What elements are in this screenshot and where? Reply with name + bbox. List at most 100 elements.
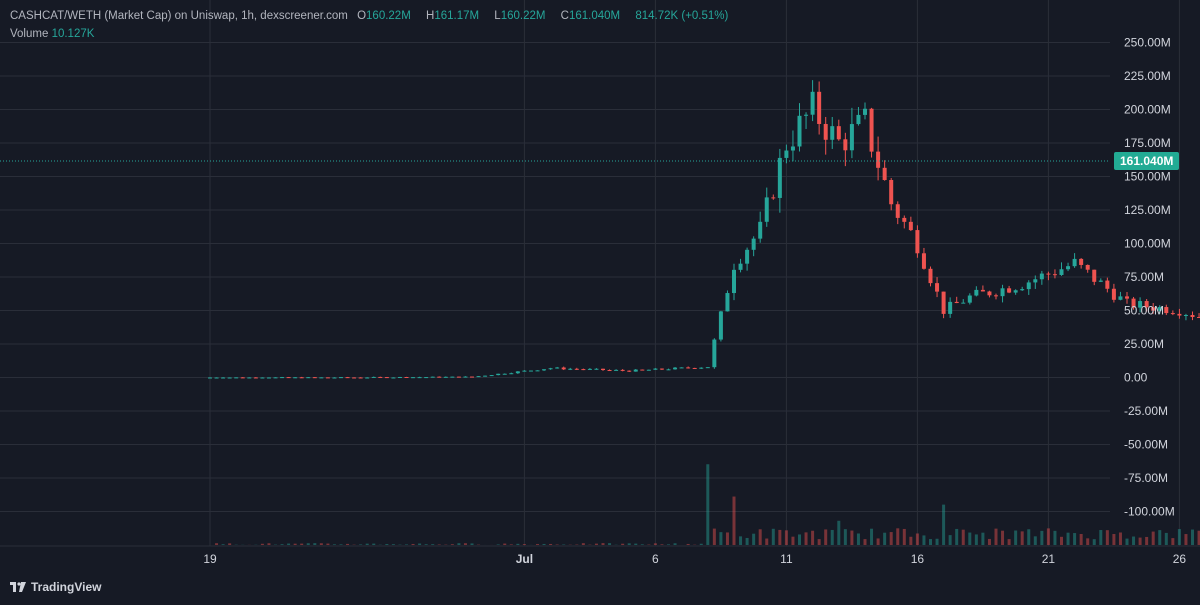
candle-body bbox=[384, 377, 389, 379]
candle-body bbox=[443, 376, 448, 378]
volume-bar bbox=[313, 543, 317, 545]
candle-body bbox=[902, 217, 907, 222]
candle-body bbox=[221, 377, 226, 379]
candle-body bbox=[967, 295, 972, 303]
volume-bar bbox=[725, 532, 729, 545]
candle-body bbox=[456, 376, 461, 378]
volume-bar bbox=[699, 543, 703, 545]
volume-bars bbox=[208, 464, 1200, 545]
candle-body bbox=[555, 367, 560, 369]
candle-body bbox=[1026, 282, 1031, 290]
candle-body bbox=[732, 269, 736, 294]
volume-bar bbox=[326, 543, 330, 545]
volume-label[interactable]: Volume bbox=[10, 28, 49, 40]
candle-body bbox=[856, 114, 861, 125]
y-tick-label: 100.00M bbox=[1124, 237, 1171, 251]
volume-bar bbox=[1092, 539, 1096, 545]
legend-header: CASHCAT/WETH (Market Cap) on Uniswap, 1h… bbox=[10, 10, 734, 22]
volume-bar bbox=[1105, 530, 1109, 545]
candle-body bbox=[745, 249, 750, 264]
candle-body bbox=[994, 295, 998, 297]
x-tick-label: 11 bbox=[780, 552, 793, 566]
volume-bar bbox=[287, 543, 291, 545]
tradingview-logo[interactable]: TradingView bbox=[10, 580, 101, 594]
candle-body bbox=[548, 368, 553, 370]
volume-bar bbox=[1132, 536, 1136, 545]
volume-bar bbox=[856, 533, 860, 545]
candle-body bbox=[751, 238, 756, 250]
volume-bar bbox=[896, 528, 900, 545]
candles bbox=[208, 80, 1200, 379]
volume-bar bbox=[581, 543, 585, 545]
candle-body bbox=[705, 367, 710, 369]
candle-body bbox=[568, 368, 573, 370]
volume-bar bbox=[496, 544, 500, 545]
candle-body bbox=[1157, 307, 1162, 311]
volume-bar bbox=[1040, 530, 1044, 545]
candle-body bbox=[234, 377, 239, 379]
candle-body bbox=[863, 108, 867, 115]
candle-body bbox=[273, 377, 278, 379]
candle-body bbox=[699, 367, 704, 369]
volume-bar bbox=[929, 539, 932, 545]
volume-bar bbox=[752, 533, 756, 545]
open-label: O bbox=[357, 10, 367, 22]
candle-body bbox=[280, 377, 285, 379]
candle-body bbox=[1079, 258, 1084, 265]
volume-bar bbox=[542, 543, 546, 545]
volume-bar bbox=[1184, 534, 1188, 545]
candle-body bbox=[339, 377, 343, 379]
candle-body bbox=[1092, 269, 1097, 282]
candle-body bbox=[961, 302, 966, 304]
candle-body bbox=[404, 376, 409, 378]
volume-bar bbox=[719, 532, 723, 545]
candle-body bbox=[208, 377, 212, 379]
candle-body bbox=[659, 368, 664, 370]
volume-value: 10.127K bbox=[51, 28, 95, 40]
candle-body bbox=[1052, 274, 1057, 276]
candle-body bbox=[240, 377, 245, 379]
candle-body bbox=[980, 289, 985, 292]
y-tick-label: 150.00M bbox=[1124, 170, 1171, 184]
volume-bar bbox=[850, 530, 854, 545]
candle-body bbox=[437, 376, 442, 378]
candle-body bbox=[928, 268, 933, 284]
candle-body bbox=[424, 377, 429, 379]
volume-bar bbox=[1099, 530, 1103, 545]
volume-bar bbox=[765, 538, 769, 545]
high-value: 161.17M bbox=[434, 10, 480, 22]
volume-bar bbox=[653, 543, 657, 545]
candle-body bbox=[594, 368, 599, 370]
x-tick-label: 26 bbox=[1173, 552, 1187, 566]
candle-body bbox=[784, 150, 789, 158]
candle-body bbox=[286, 377, 291, 379]
y-tick-label: 250.00M bbox=[1124, 36, 1171, 50]
candle-body bbox=[319, 377, 324, 379]
candle-body bbox=[1085, 264, 1090, 270]
volume-bar bbox=[909, 536, 913, 545]
volume-bar bbox=[968, 532, 972, 545]
candle-body bbox=[1046, 273, 1051, 275]
volume-bar bbox=[457, 543, 461, 545]
candle-body bbox=[371, 376, 376, 378]
candle-body bbox=[915, 230, 920, 254]
candle-body bbox=[1111, 288, 1116, 300]
candle-body bbox=[758, 221, 763, 239]
volume-bar bbox=[798, 534, 801, 545]
volume-bar bbox=[509, 544, 513, 545]
candle-body bbox=[777, 157, 782, 198]
candle-body bbox=[509, 373, 514, 375]
volume-bar bbox=[1177, 529, 1181, 545]
volume-bar bbox=[1125, 538, 1129, 545]
candle-body bbox=[1183, 315, 1188, 317]
candle-body bbox=[1105, 280, 1110, 289]
volume-bar bbox=[516, 543, 520, 545]
volume-bar bbox=[1053, 530, 1057, 545]
symbol-title[interactable]: CASHCAT/WETH (Market Cap) on Uniswap, 1h… bbox=[10, 10, 348, 22]
candle-body bbox=[686, 367, 691, 369]
volume-bar bbox=[332, 544, 336, 545]
candle-body bbox=[895, 204, 900, 218]
volume-bar bbox=[863, 539, 867, 545]
candle-body bbox=[620, 369, 625, 371]
